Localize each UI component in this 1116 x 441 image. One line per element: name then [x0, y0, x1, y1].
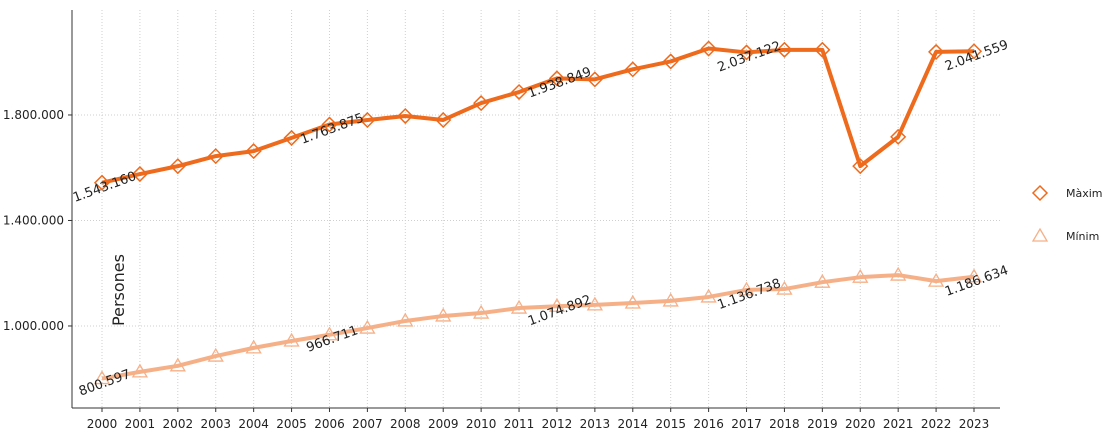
x-tick-label: 2023: [959, 417, 990, 431]
point: [397, 107, 414, 125]
x-tick-label: 2020: [845, 417, 876, 431]
series: [93, 266, 983, 385]
y-axis-label: Persones: [109, 254, 128, 326]
point: [207, 148, 224, 165]
point: [776, 280, 793, 295]
series-line: [101, 273, 975, 381]
x-tick-label: 2009: [428, 417, 459, 431]
point: [359, 111, 376, 129]
y-tick-label: 1.000.000: [3, 319, 64, 333]
point: [93, 370, 111, 385]
x-tick-label: 2022: [921, 417, 952, 431]
x-tick-label: 2002: [163, 417, 194, 431]
x-tick-label: 2001: [125, 417, 156, 431]
data-label: 800.597: [77, 367, 133, 399]
point: [283, 332, 300, 347]
data-label: 1.136.738: [716, 276, 783, 313]
x-tick-label: 2021: [883, 417, 914, 431]
point: [814, 41, 831, 58]
point: [624, 61, 641, 78]
data-label: 2.041.559: [943, 38, 1010, 75]
x-tick-label: 2014: [618, 417, 649, 431]
point: [510, 299, 528, 314]
point: [548, 297, 566, 312]
point: [965, 268, 983, 283]
point: [927, 272, 945, 287]
x-tick-label: 2019: [807, 417, 838, 431]
series: [93, 40, 983, 191]
point: [321, 116, 338, 133]
x-tick-label: 2017: [731, 417, 762, 431]
x-tick-label: 2008: [390, 417, 421, 431]
point: [207, 347, 224, 362]
x-tick-label: 2012: [542, 417, 573, 431]
data-label: 1.763.875: [299, 111, 366, 148]
point: [131, 165, 148, 183]
series-line: [101, 46, 975, 185]
point: [245, 143, 262, 160]
x-tick-label: 2013: [580, 417, 611, 431]
x-tick-label: 2000: [87, 417, 118, 431]
point: [435, 307, 452, 322]
x-tick-label: 2016: [693, 417, 724, 431]
point: [738, 44, 755, 61]
point: [662, 53, 679, 70]
point: [700, 288, 717, 303]
point: [169, 357, 186, 372]
point: [169, 158, 186, 175]
point: [548, 70, 566, 87]
legend-marker: [1031, 184, 1049, 202]
data-label: 1.186.634: [943, 263, 1010, 300]
x-tick-label: 2005: [276, 417, 307, 431]
legend-label: Mínim: [1066, 230, 1099, 243]
point: [359, 319, 376, 334]
x-tick-label: 2006: [314, 417, 345, 431]
legend-label: Màxim: [1066, 187, 1103, 200]
point: [283, 129, 300, 146]
point: [397, 312, 414, 327]
point: [814, 273, 831, 288]
x-tick-label: 2003: [200, 417, 231, 431]
x-tick-label: 2004: [238, 417, 269, 431]
point: [321, 326, 338, 341]
point: [852, 158, 869, 175]
data-label: 966.711: [304, 323, 360, 355]
point: [245, 339, 262, 354]
point: [473, 95, 490, 112]
x-tick-label: 2018: [769, 417, 800, 431]
x-tick-label: 2010: [466, 417, 497, 431]
x-tick-label: 2015: [655, 417, 686, 431]
data-label: 1.074.892: [526, 293, 593, 330]
point: [738, 281, 755, 296]
y-tick-label: 1.800.000: [3, 108, 64, 122]
data-label: 2.037.122: [716, 39, 783, 76]
point: [435, 111, 452, 129]
point: [700, 40, 717, 57]
y-tick-label: 1.400.000: [3, 213, 64, 227]
legend-marker: [1031, 227, 1049, 242]
point: [890, 266, 907, 281]
data-label: 1.938.849: [526, 65, 593, 102]
data-label: 1.543.160: [71, 169, 138, 206]
point: [965, 43, 983, 60]
point: [776, 41, 793, 58]
x-tick-label: 2007: [352, 417, 383, 431]
point: [890, 128, 907, 145]
point: [93, 174, 111, 191]
point: [662, 292, 679, 307]
point: [624, 294, 641, 309]
point: [472, 304, 490, 319]
point: [131, 363, 149, 378]
point: [586, 71, 603, 88]
point: [928, 43, 945, 60]
x-tick-label: 2011: [504, 417, 535, 431]
point: [510, 83, 528, 101]
point: [852, 268, 869, 283]
point: [586, 296, 604, 311]
